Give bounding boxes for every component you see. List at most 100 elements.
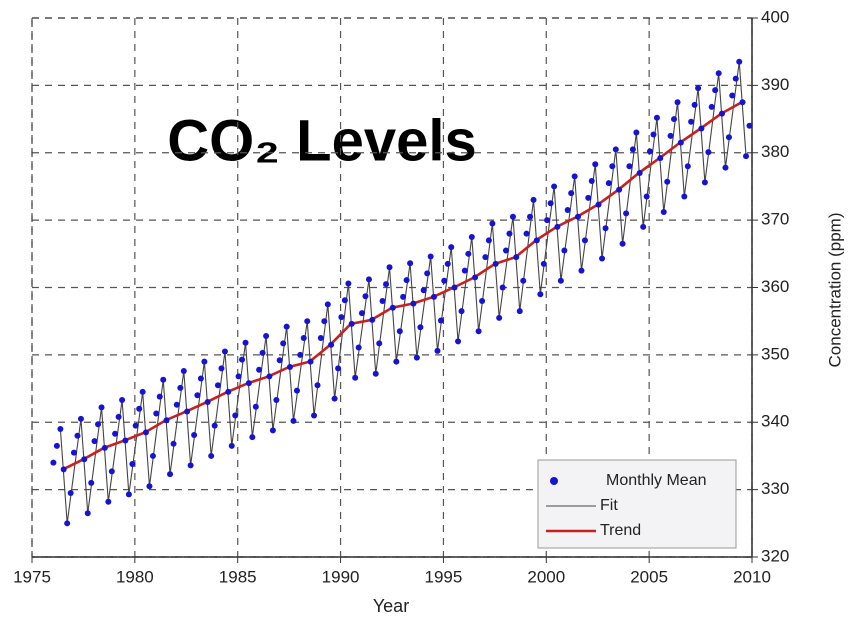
data-point bbox=[53, 442, 60, 449]
y-axis-label: Concentration (ppm) bbox=[825, 213, 844, 368]
data-point bbox=[297, 351, 304, 358]
data-point bbox=[684, 163, 691, 170]
data-point bbox=[568, 190, 575, 197]
data-point bbox=[177, 384, 184, 391]
data-point bbox=[708, 103, 715, 110]
y-tick-label: 360 bbox=[761, 277, 789, 296]
data-point bbox=[407, 260, 414, 267]
data-point bbox=[365, 276, 372, 283]
data-point bbox=[355, 344, 362, 351]
data-point bbox=[595, 201, 602, 208]
data-point bbox=[554, 223, 561, 230]
chart-title: CO₂ Levels bbox=[167, 108, 476, 173]
data-point bbox=[695, 85, 702, 92]
data-point bbox=[736, 58, 743, 65]
data-point bbox=[688, 118, 695, 125]
data-point bbox=[482, 254, 489, 261]
data-point bbox=[502, 247, 509, 254]
data-point bbox=[324, 301, 331, 308]
data-point bbox=[400, 293, 407, 300]
data-point bbox=[612, 146, 619, 153]
data-point bbox=[629, 146, 636, 153]
data-point bbox=[599, 255, 606, 262]
data-point bbox=[653, 114, 660, 121]
data-point bbox=[197, 375, 204, 382]
y-tick-label: 380 bbox=[761, 142, 789, 161]
y-tick-label: 340 bbox=[761, 412, 789, 431]
data-point bbox=[701, 179, 708, 186]
data-point bbox=[472, 274, 479, 281]
data-point bbox=[530, 196, 537, 203]
data-point bbox=[180, 368, 187, 375]
data-point bbox=[335, 365, 342, 372]
data-point bbox=[475, 328, 482, 335]
y-tick-label: 350 bbox=[761, 344, 789, 363]
data-point bbox=[358, 310, 365, 317]
y-tick-label: 330 bbox=[761, 479, 789, 498]
data-point bbox=[70, 449, 77, 456]
data-point bbox=[664, 178, 671, 185]
data-point bbox=[376, 340, 383, 347]
data-point bbox=[307, 358, 314, 365]
data-point bbox=[81, 456, 88, 463]
data-point bbox=[293, 387, 300, 394]
data-point bbox=[184, 408, 191, 415]
data-point bbox=[341, 297, 348, 304]
legend-label: Monthly Mean bbox=[606, 472, 707, 489]
data-point bbox=[64, 520, 71, 527]
data-point bbox=[561, 247, 568, 254]
data-point bbox=[441, 277, 448, 284]
data-point bbox=[451, 284, 458, 291]
data-point bbox=[105, 498, 112, 505]
data-point bbox=[338, 314, 345, 321]
data-point bbox=[60, 466, 67, 473]
data-point bbox=[84, 510, 91, 517]
data-point bbox=[314, 382, 321, 389]
legend-box bbox=[537, 459, 737, 549]
data-point bbox=[623, 210, 630, 217]
data-point bbox=[633, 129, 640, 136]
data-point bbox=[386, 264, 393, 271]
data-point bbox=[489, 220, 496, 227]
data-point bbox=[98, 404, 105, 411]
data-point bbox=[506, 230, 513, 237]
data-point bbox=[119, 397, 126, 404]
data-point bbox=[208, 452, 215, 459]
data-point bbox=[362, 293, 369, 300]
data-point bbox=[304, 318, 311, 325]
data-point bbox=[592, 161, 599, 168]
legend-marker bbox=[550, 477, 558, 485]
data-point bbox=[667, 132, 674, 139]
data-point bbox=[50, 459, 57, 466]
data-point bbox=[259, 349, 266, 356]
data-point bbox=[650, 131, 657, 138]
data-point bbox=[527, 213, 534, 220]
data-point bbox=[218, 365, 225, 372]
data-point bbox=[746, 122, 753, 129]
data-point bbox=[383, 281, 390, 288]
x-tick-label: 1985 bbox=[219, 567, 257, 586]
data-point bbox=[328, 341, 335, 348]
data-point bbox=[286, 364, 293, 371]
data-point bbox=[317, 335, 324, 342]
data-point bbox=[739, 99, 746, 106]
data-point bbox=[276, 357, 283, 364]
data-point bbox=[266, 373, 273, 380]
data-point bbox=[112, 430, 119, 437]
data-point bbox=[496, 314, 503, 321]
data-point bbox=[239, 356, 246, 363]
data-point bbox=[167, 471, 174, 478]
x-tick-label: 1990 bbox=[322, 567, 360, 586]
data-point bbox=[671, 116, 678, 123]
data-point bbox=[74, 432, 81, 439]
data-point bbox=[160, 376, 167, 383]
data-point bbox=[129, 461, 136, 468]
data-point bbox=[544, 217, 551, 224]
data-point bbox=[153, 410, 160, 417]
data-point bbox=[499, 284, 506, 291]
data-point bbox=[691, 101, 698, 108]
data-point bbox=[211, 422, 218, 429]
data-point bbox=[300, 335, 307, 342]
data-point bbox=[523, 230, 530, 237]
data-point bbox=[430, 293, 437, 300]
